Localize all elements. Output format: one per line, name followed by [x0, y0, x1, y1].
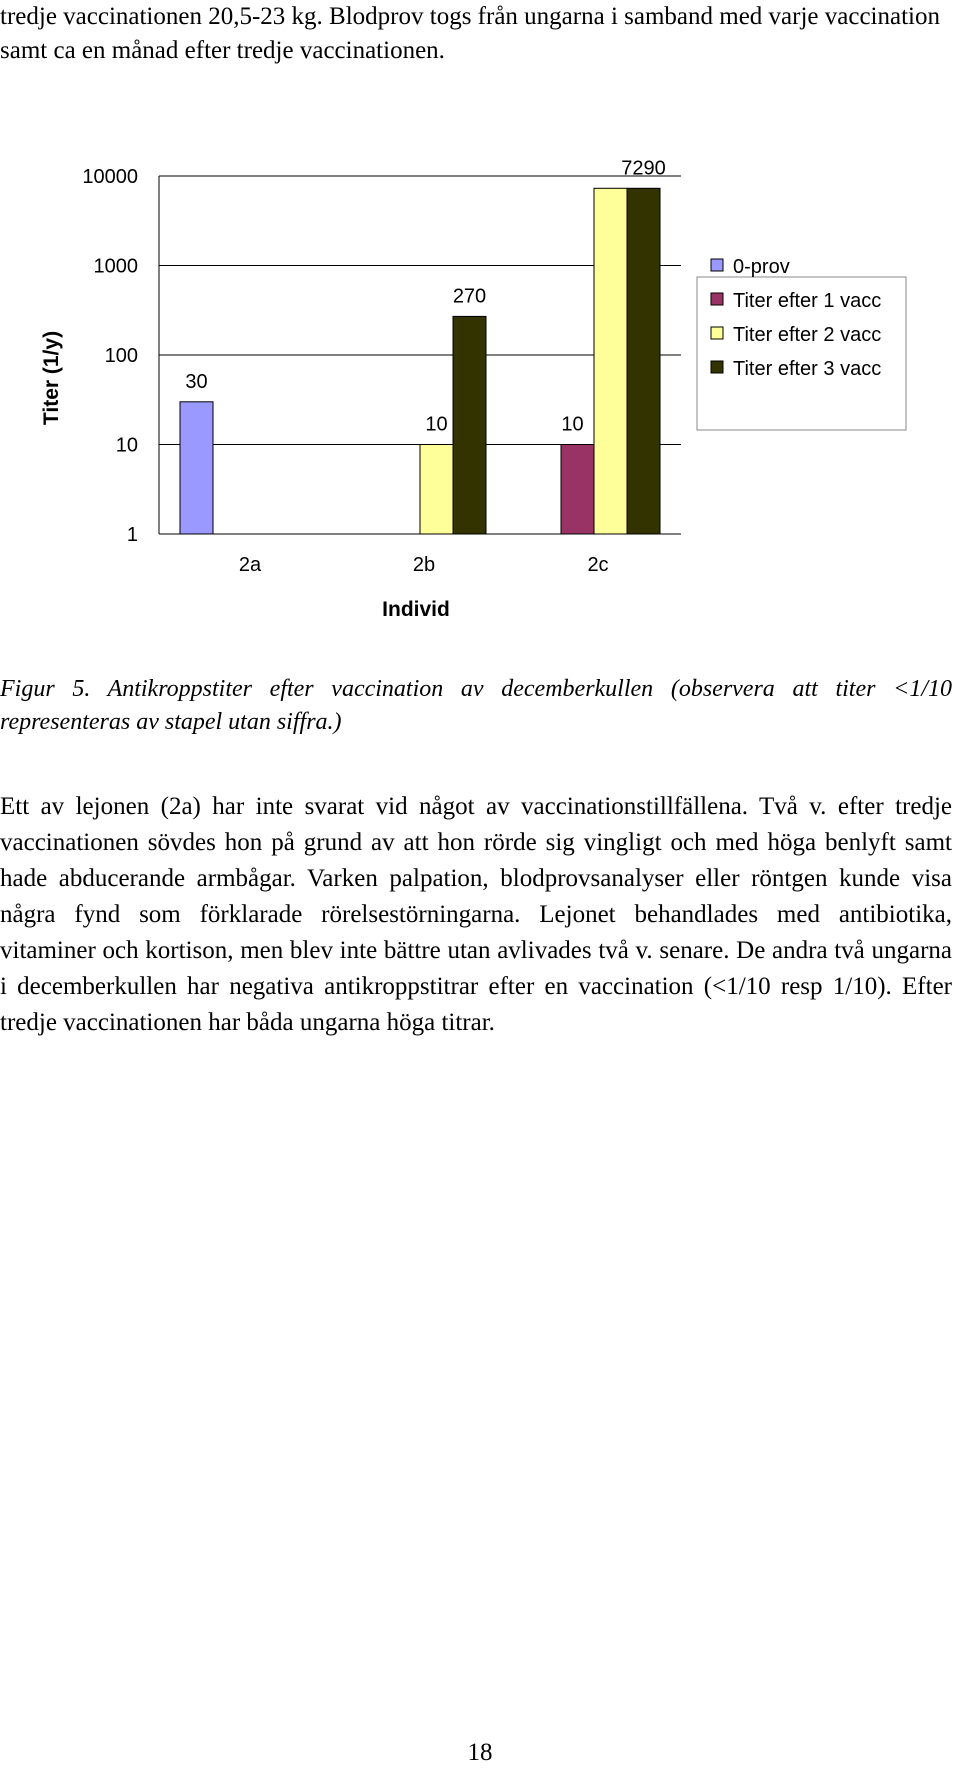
- page-number: 18: [467, 1739, 493, 1766]
- legend: 0-prov Titer efter 1 vacc Titer efter 2 va…: [696, 256, 907, 431]
- legend-swatch: [710, 360, 724, 374]
- x-tick-labels: 2a 2b 2c: [239, 554, 609, 576]
- y-tick-label: 10000: [82, 166, 138, 188]
- data-label: 7290: [621, 157, 666, 179]
- intro-paragraph: tredje vaccinationen 20,5-23 kg. Blodpro…: [0, 3, 940, 64]
- body-paragraph: Ett av lejonen (2a) har inte svarat vid …: [0, 793, 952, 1036]
- y-axis-title: Titer (1/y): [40, 331, 63, 425]
- bar: [419, 444, 454, 535]
- legend-label: Titer efter 3 vacc: [733, 358, 881, 380]
- legend-swatch: [710, 292, 724, 306]
- bar: [452, 315, 487, 535]
- y-tick-label: 1: [127, 524, 138, 546]
- bar: [593, 187, 628, 535]
- data-label: 10: [561, 414, 583, 436]
- x-axis-title: Individ: [382, 598, 450, 621]
- axes: [158, 176, 681, 535]
- legend-frame: [696, 276, 907, 431]
- data-label: 30: [185, 371, 207, 393]
- bar: [560, 444, 595, 535]
- legend-label: Titer efter 2 vacc: [733, 324, 881, 346]
- x-tick-label: 2b: [413, 554, 435, 576]
- data-label: 10: [425, 414, 447, 436]
- y-tick-label: 10: [116, 435, 138, 457]
- x-tick-label: 2c: [587, 554, 608, 576]
- bars: [179, 187, 661, 535]
- legend-swatch: [710, 258, 724, 272]
- legend-label: Titer efter 1 vacc: [733, 290, 881, 312]
- y-tick-label: 100: [105, 345, 138, 367]
- figure-caption: Figur 5. Antikroppstiter efter vaccinati…: [0, 676, 952, 735]
- data-labels: 30 10 270 7290 10: [185, 157, 665, 435]
- legend-swatch: [710, 326, 724, 340]
- y-tick-labels: 1 10 100 1000 10000: [82, 166, 138, 546]
- bar: [179, 401, 214, 535]
- legend-label: 0-prov: [733, 256, 790, 278]
- y-tick-label: 1000: [94, 256, 139, 278]
- bar: [626, 187, 661, 535]
- titer-bar-chart: 1 10 100 1000 10000 2a 2b 2c 30 10 270 7290 10 Tit…: [40, 157, 907, 621]
- x-tick-label: 2a: [239, 554, 262, 576]
- data-label: 270: [453, 285, 486, 307]
